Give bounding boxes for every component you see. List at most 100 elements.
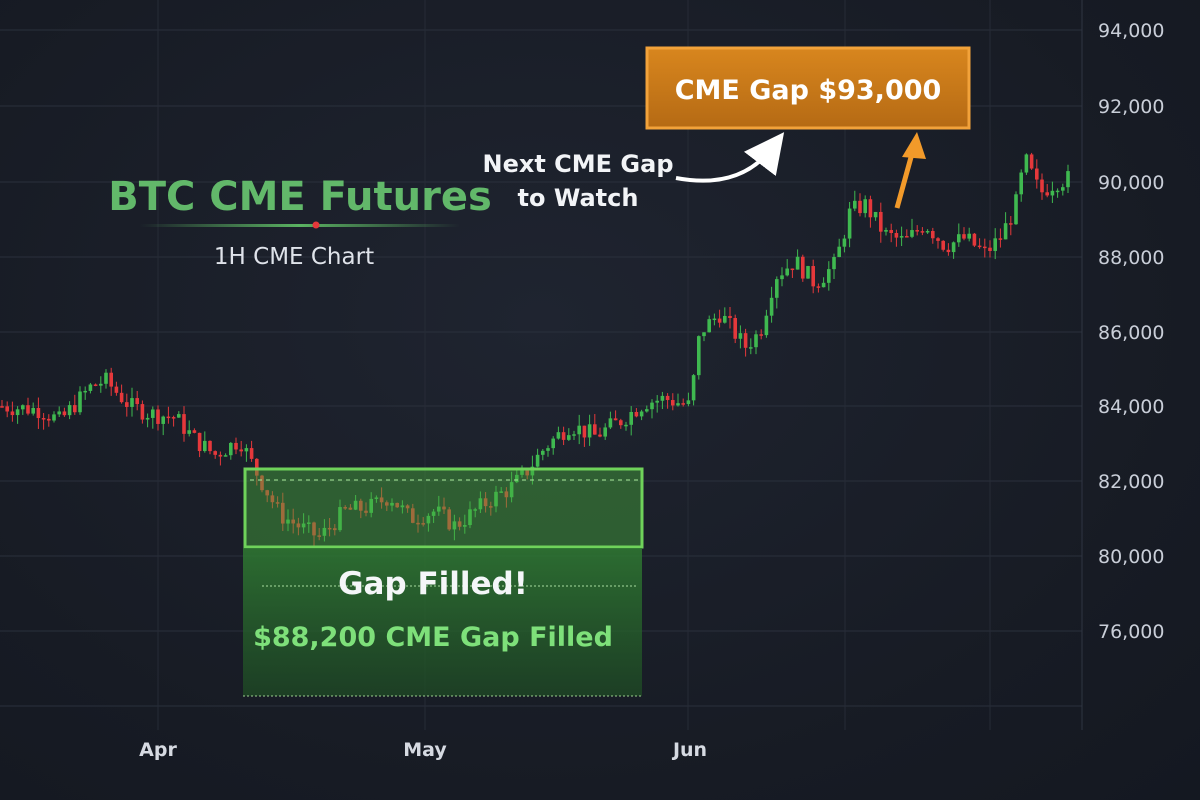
candle-body — [998, 238, 1003, 240]
candle-body — [577, 425, 581, 435]
candle-body — [816, 286, 821, 288]
candle-body — [296, 523, 301, 528]
candle-body — [665, 395, 670, 401]
candle-body — [322, 527, 327, 536]
candle-body — [457, 521, 462, 527]
candle-body — [239, 449, 243, 452]
x-tick-label: Apr — [139, 739, 177, 761]
candle-body — [369, 498, 373, 513]
candle-body — [15, 409, 20, 416]
candle-body — [187, 430, 191, 434]
candle-body — [785, 268, 789, 276]
candle-body — [702, 332, 706, 337]
candle-body — [546, 448, 550, 451]
candle-body — [499, 491, 503, 493]
candle-body — [447, 509, 451, 530]
candle-body — [572, 434, 576, 436]
candle-body — [738, 333, 743, 339]
candle-body — [759, 334, 763, 336]
gap-zone: Gap Filled! $88,200 CME Gap Filled — [243, 467, 644, 697]
candle-body — [587, 424, 592, 438]
candle-body — [598, 434, 602, 437]
candle-body — [338, 507, 342, 531]
candle-body — [244, 448, 249, 452]
candle-body — [57, 411, 61, 415]
gap-filled-label: Gap Filled! — [338, 566, 528, 602]
candle-body — [697, 336, 701, 376]
candle-body — [520, 469, 524, 475]
candle-body — [218, 454, 223, 457]
candle-body — [920, 231, 925, 233]
candle-body — [530, 466, 535, 476]
candle-body — [889, 229, 893, 234]
candle-body — [192, 430, 197, 433]
candle-body — [213, 451, 217, 455]
y-tick-label: 88,000 — [1098, 247, 1164, 269]
candle-body — [281, 502, 285, 524]
candle-body — [353, 500, 358, 510]
candle-body — [582, 425, 587, 438]
candle-body — [707, 319, 711, 333]
candle-body — [1003, 223, 1008, 240]
chart-subtitle: 1H CME Chart — [214, 244, 374, 270]
candle-body — [119, 392, 124, 403]
candle-body — [962, 234, 966, 239]
title-underline — [140, 224, 460, 227]
candle-body — [249, 448, 254, 459]
candle-body — [182, 414, 186, 434]
candle-body — [379, 497, 384, 503]
candle-body — [395, 502, 399, 508]
candle-body — [93, 384, 98, 386]
candle-body — [728, 315, 732, 319]
candle-body — [166, 416, 171, 419]
candle-body — [411, 508, 415, 523]
candle-body — [593, 424, 597, 435]
candle-body — [41, 418, 46, 420]
candle-body — [936, 238, 940, 241]
candle-body — [780, 275, 784, 280]
candle-body — [899, 236, 904, 238]
candle-body — [624, 424, 628, 427]
candle-body — [130, 398, 134, 407]
candle-body — [1019, 172, 1023, 195]
candle-body — [754, 334, 758, 348]
target-label: CME Gap $93,000 — [675, 75, 942, 106]
candle-body — [1055, 190, 1060, 193]
candle-body — [468, 509, 472, 526]
candle-body — [1024, 154, 1029, 173]
chart-title: BTC CME Futures — [108, 174, 492, 220]
candle-body — [1035, 168, 1039, 180]
y-tick-label: 86,000 — [1098, 322, 1164, 344]
candle-body — [73, 405, 77, 413]
candle-body — [509, 482, 514, 498]
candle-body — [749, 347, 753, 349]
candle-body — [390, 502, 394, 506]
white-curved-arrow — [675, 132, 785, 183]
candle-body — [1061, 187, 1065, 191]
x-tick-label: May — [403, 739, 447, 761]
candle-body — [551, 438, 555, 449]
candle-body — [567, 435, 571, 440]
candle-body — [21, 405, 25, 410]
candle-body — [1040, 179, 1044, 193]
candle-body — [478, 498, 483, 510]
candle-body — [421, 523, 425, 525]
gap-filled-sublabel: $88,200 CME Gap Filled — [253, 622, 613, 653]
candle-body — [556, 432, 561, 439]
candle-body — [374, 497, 379, 499]
candle-body — [494, 491, 498, 507]
candle-body — [717, 318, 722, 323]
candle-body — [790, 268, 795, 271]
candle-body — [265, 490, 269, 496]
candle-body — [47, 418, 51, 421]
candle-body — [385, 502, 389, 506]
candle-body — [915, 230, 919, 232]
candle-body — [925, 231, 930, 233]
candle-body — [842, 238, 847, 247]
candle-body — [619, 420, 623, 426]
candle-body — [983, 246, 987, 249]
candle-body — [832, 257, 836, 270]
candle-body — [1029, 154, 1034, 169]
candle-body — [78, 391, 82, 413]
